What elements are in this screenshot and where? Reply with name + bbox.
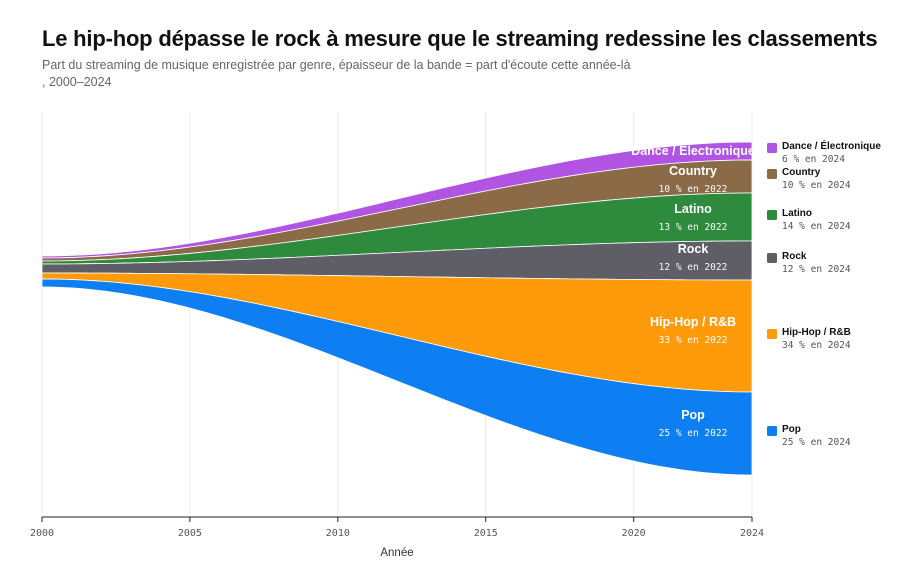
x-tick-label-2015: 2015 xyxy=(474,528,498,539)
band-sublabel-country: 10 % en 2022 xyxy=(659,184,728,195)
x-tick-label-2005: 2005 xyxy=(178,528,202,539)
legend-swatch-hip-hop-r-b xyxy=(767,329,777,339)
legend-swatch-country xyxy=(767,169,777,179)
band-label-latino: Latino xyxy=(674,202,712,216)
legend-label-pop: Pop xyxy=(782,424,801,435)
legend-swatch-dance-lectronique xyxy=(767,143,777,153)
legend-sublabel-rock: 12 % en 2024 xyxy=(782,264,851,275)
band-label-dance-lectronique: Dance / Électronique xyxy=(631,143,755,158)
x-tick-label-2010: 2010 xyxy=(326,528,350,539)
band-label-country: Country xyxy=(669,164,717,178)
band-pop xyxy=(41,278,753,476)
legend-swatch-pop xyxy=(767,426,777,436)
band-label-rock: Rock xyxy=(678,242,709,256)
band-labels: Dance / Électronique Country 10 % en 2022 L… xyxy=(631,143,755,439)
band-label-hip-hop-r-b: Hip-Hop / R&B xyxy=(650,315,736,329)
x-tick-label-2000: 2000 xyxy=(30,528,54,539)
band-sublabel-rock: 12 % en 2022 xyxy=(659,262,728,273)
x-axis-label: Année xyxy=(380,547,413,559)
band-sublabel-hip-hop-r-b: 33 % en 2022 xyxy=(659,335,728,346)
chart-subtitle: Part du streaming de musique enregistrée… xyxy=(42,58,631,89)
legend-label-rock: Rock xyxy=(782,251,807,262)
legend-label-country: Country xyxy=(782,167,821,178)
x-tick-label-2024: 2024 xyxy=(740,528,764,539)
band-label-pop: Pop xyxy=(681,408,705,422)
legend-label-dance-lectronique: Dance / Électronique xyxy=(782,139,881,152)
legend-label-latino: Latino xyxy=(782,208,812,219)
legend-swatch-latino xyxy=(767,210,777,220)
stream-bands xyxy=(41,141,753,476)
legend-sublabel-country: 10 % en 2024 xyxy=(782,180,851,191)
band-sublabel-pop: 25 % en 2022 xyxy=(659,428,728,439)
x-axis: 2000 2005 2010 2015 2020 2024 Année xyxy=(30,516,764,559)
x-tick-label-2020: 2020 xyxy=(622,528,646,539)
legend-sublabel-latino: 14 % en 2024 xyxy=(782,221,851,232)
chart-title: Le hip-hop dépasse le rock à mesure que … xyxy=(42,26,878,51)
legend-sublabel-hip-hop-r-b: 34 % en 2024 xyxy=(782,340,851,351)
legend-label-hip-hop-r-b: Hip-Hop / R&B xyxy=(782,327,851,338)
legend: Dance / Électronique 6 % en 2024 Country 10… xyxy=(767,139,881,448)
legend-sublabel-pop: 25 % en 2024 xyxy=(782,437,851,448)
band-sublabel-latino: 13 % en 2022 xyxy=(659,222,728,233)
legend-swatch-rock xyxy=(767,253,777,263)
legend-sublabel-dance-lectronique: 6 % en 2024 xyxy=(782,154,845,165)
